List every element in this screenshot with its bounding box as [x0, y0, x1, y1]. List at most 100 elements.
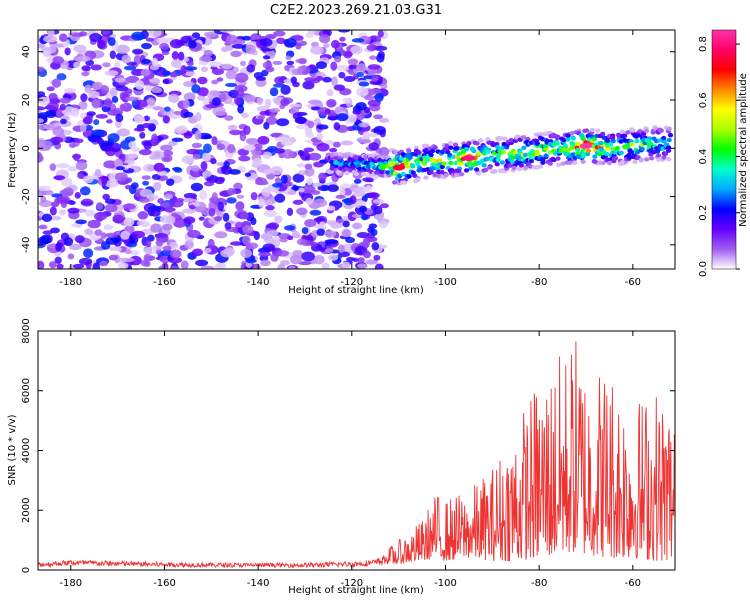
spectrogram-cell [198, 216, 205, 221]
spectrogram-cell [181, 197, 195, 203]
spectrogram-cell [38, 124, 48, 130]
spectrogram-cell [114, 158, 123, 167]
spectrogram-cell [526, 152, 533, 157]
spectrogram-cell [93, 119, 100, 126]
spectrogram-cell [537, 164, 543, 169]
spectrogram-cell [87, 219, 101, 229]
spectrogram-cell [50, 201, 60, 208]
spectrogram-cell [232, 39, 246, 45]
spectrogram-cell [272, 182, 284, 188]
spectrogram-cell [304, 163, 313, 170]
spectrogram-cell [388, 160, 394, 166]
spectrogram-cell [483, 167, 489, 173]
spectrogram-cell [150, 208, 161, 217]
spectrogram-cell [401, 180, 407, 185]
spectrogram-cell [507, 163, 513, 168]
spectrogram-cell [203, 31, 218, 38]
spectrogram-cell [333, 84, 346, 91]
spectrogram-cell [326, 219, 338, 226]
spectrogram-cell [82, 175, 94, 184]
spectrogram-cell [286, 207, 294, 217]
spectrogram-cell [377, 30, 384, 38]
spectrogram-cell [597, 152, 603, 157]
spectrogram-cell [274, 193, 286, 203]
spectrogram-cell [353, 186, 365, 196]
spectrogram-cell [119, 104, 127, 111]
snr-x-tick-label: -60 [625, 578, 641, 589]
spectrogram-cell [90, 64, 102, 71]
spectrogram-cell [338, 71, 346, 79]
spectrogram-cell [629, 142, 635, 147]
spectrogram-cell [511, 165, 517, 171]
spectrogram-cell [224, 222, 232, 230]
spectrogram-cell [353, 171, 360, 177]
spectrogram-cell [316, 228, 326, 236]
spectrogram-cell [313, 198, 328, 208]
spectrogram-cell [191, 32, 201, 39]
spectrogram-cell [234, 72, 249, 83]
spectrogram-cell [342, 153, 348, 158]
snr-x-tick-label: -140 [247, 578, 270, 589]
spectrogram-cell [521, 145, 527, 151]
spectrogram-cell [211, 68, 225, 75]
spectrogram-cell [131, 48, 144, 55]
spectrogram-cell [174, 126, 188, 134]
spectrogram-cell [286, 60, 295, 65]
spectrogram-cell [565, 137, 571, 142]
snr-x-tick-label: -160 [153, 578, 176, 589]
spectrogram-cell [124, 184, 132, 190]
snr-panel: -180 -160 -140 -120 -100 -80 -60 0 2000 4000 6000… [7, 318, 676, 596]
spectrogram-cell [296, 163, 305, 168]
spectrogram-cell [374, 263, 384, 269]
spectrogram-cell [112, 214, 124, 224]
spectrogram-cell [350, 164, 357, 170]
spectrogram-cell [219, 30, 234, 33]
spectrogram-cell [655, 153, 662, 158]
spectrogram-cell [289, 255, 303, 265]
spectrogram-cell [216, 111, 228, 116]
spectrogram-cell [547, 161, 553, 166]
spectrogram-cell [373, 125, 386, 135]
spectrogram-cell [133, 115, 145, 124]
spectrogram-cell [149, 155, 158, 160]
spectrogram-cell [230, 50, 242, 58]
spectrogram-cell [439, 164, 445, 170]
spectrogram-cell [163, 150, 174, 157]
spectrogram-cell [180, 260, 189, 269]
spectrogram-cell [324, 239, 338, 245]
spectrogram-cell [413, 145, 419, 150]
spectrogram-cell [393, 149, 399, 155]
spectrogram-x-tick-label: -180 [59, 277, 82, 288]
spectrogram-cell [516, 166, 523, 172]
spectrogram-cell [187, 60, 194, 67]
spectrogram-cell [184, 239, 194, 250]
spectrogram-cell [322, 76, 332, 83]
spectrogram-cell [529, 148, 535, 154]
spectrogram-cell [80, 93, 88, 102]
spectrogram-cell [38, 260, 45, 269]
spectrogram-cell [600, 131, 606, 137]
spectrogram-cell [356, 231, 370, 239]
spectrogram-cell [147, 234, 155, 242]
spectrogram-cell [106, 119, 113, 124]
spectrogram-cell [227, 188, 236, 196]
spectrogram-cell [92, 262, 100, 269]
spectrogram-cell [662, 151, 669, 157]
spectrogram-cell [189, 204, 196, 210]
spectrogram-cell [171, 137, 184, 143]
spectrogram-cell [641, 131, 647, 137]
spectrogram-panel: -180 -160 -140 -120 -100 -80 -60 -40 -20 0 20 40 H… [7, 29, 676, 296]
spectrogram-cell [123, 217, 135, 227]
spectrogram-cell [243, 94, 256, 103]
spectrogram-cell [591, 159, 598, 164]
spectrogram-cell [365, 164, 372, 169]
spectrogram-cell [292, 173, 305, 183]
spectrogram-cell [128, 141, 137, 149]
spectrogram-cell [77, 55, 91, 62]
spectrogram-cell [355, 101, 367, 111]
spectrogram-cell [296, 207, 308, 215]
spectrogram-cell [444, 143, 450, 148]
spectrogram-cell [42, 230, 53, 235]
spectrogram-cell [73, 61, 81, 69]
spectrogram-cell [239, 212, 249, 220]
